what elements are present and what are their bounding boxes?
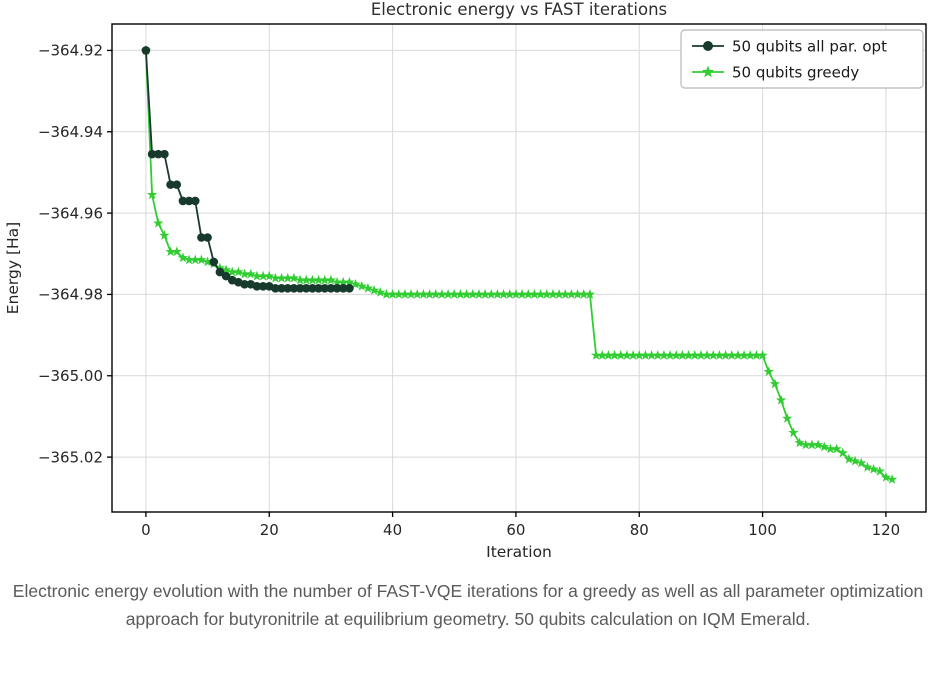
svg-text:−364.92: −364.92 <box>38 42 103 60</box>
svg-text:−364.94: −364.94 <box>38 123 103 141</box>
svg-text:−364.98: −364.98 <box>38 286 103 304</box>
series-50-qubits-all-par-opt <box>141 46 354 293</box>
chart-title: Electronic energy vs FAST iterations <box>371 0 667 19</box>
y-axis-label: Energy [Ha] <box>4 222 22 314</box>
svg-text:−365.02: −365.02 <box>38 448 103 466</box>
figure: 0 20 40 60 80 100 120 −364.92 −364.94 −364.96 −364… <box>4 0 927 629</box>
svg-text:50 qubits greedy: 50 qubits greedy <box>732 63 859 81</box>
svg-text:20: 20 <box>260 521 279 539</box>
svg-text:60: 60 <box>506 521 525 539</box>
x-axis-label: Iteration <box>486 543 552 561</box>
svg-text:−365.00: −365.00 <box>38 367 103 385</box>
svg-text:120: 120 <box>872 521 901 539</box>
svg-text:50 qubits all par. opt: 50 qubits all par. opt <box>732 37 887 55</box>
gridlines <box>112 24 926 512</box>
axes-spines <box>111 23 927 513</box>
svg-text:40: 40 <box>383 521 402 539</box>
energy-chart: 0 20 40 60 80 100 120 −364.92 −364.94 −364.96 −364… <box>4 0 927 561</box>
legend: 50 qubits all par. opt 50 qubits greedy <box>680 29 924 89</box>
svg-text:80: 80 <box>630 521 649 539</box>
svg-text:−364.96: −364.96 <box>38 204 103 222</box>
svg-text:0: 0 <box>141 521 151 539</box>
tick-labels: 0 20 40 60 80 100 120 −364.92 −364.94 −364.96 −364… <box>38 42 900 539</box>
svg-text:100: 100 <box>748 521 777 539</box>
series-50-qubits-greedy <box>140 45 898 484</box>
figure-caption: Electronic energy evolution with the num… <box>12 581 924 629</box>
